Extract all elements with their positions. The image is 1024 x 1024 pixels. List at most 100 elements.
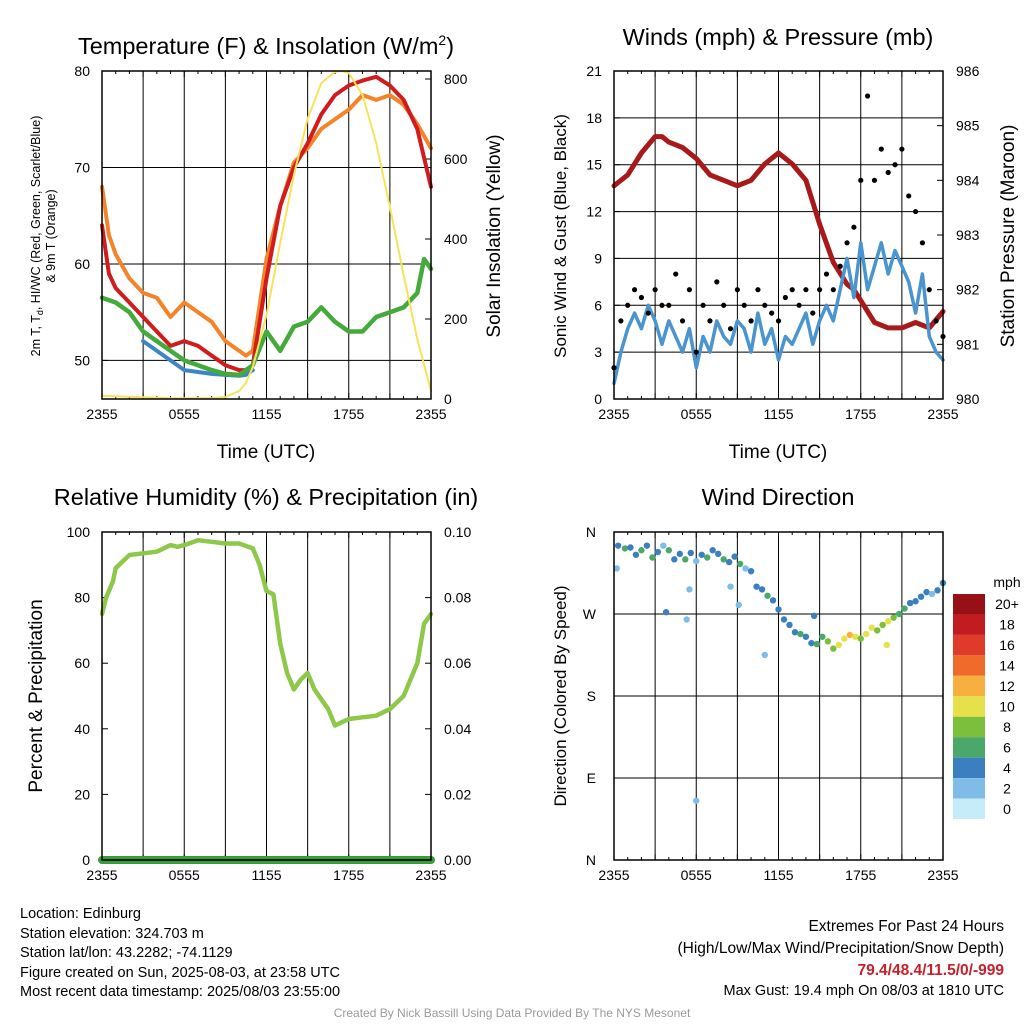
direction-point <box>704 554 711 561</box>
direction-point <box>846 631 853 639</box>
gust-point <box>899 146 905 152</box>
direction-point <box>934 587 941 594</box>
humidity-ylabel: Percent & Precipitation <box>26 599 47 792</box>
direction-point <box>747 567 755 575</box>
elevation-text: Station elevation: 324.703 m <box>20 925 204 942</box>
y2-tick-label: 983 <box>956 227 980 243</box>
humidity-panel: Relative Humidity (%) & Precipitation (i… <box>26 484 478 883</box>
direction-point <box>802 633 810 640</box>
direction-point <box>649 554 656 561</box>
x-tick-label: 2355 <box>415 406 446 422</box>
colorbar-swatch <box>953 716 985 738</box>
gust-point <box>782 294 788 301</box>
windchill-line <box>141 339 255 378</box>
direction-point <box>895 610 903 618</box>
direction-point <box>901 605 908 612</box>
colorbar-label: 18 <box>999 617 1015 633</box>
direction-point <box>643 542 651 549</box>
direction-point <box>735 601 742 609</box>
y-tick-label: 50 <box>74 352 90 368</box>
colorbar-swatch <box>953 594 985 615</box>
direction-point <box>683 616 690 623</box>
humidity-title: Relative Humidity (%) & Precipitation (i… <box>54 484 478 510</box>
plot-frame <box>101 70 432 400</box>
gust-point <box>686 287 692 293</box>
gust-point <box>734 287 740 293</box>
y2-tick-label: 981 <box>956 336 980 352</box>
gust-point <box>693 349 699 355</box>
y2-tick-label: 0.02 <box>444 786 471 802</box>
y-tick-label: 0 <box>594 391 602 407</box>
x-tick-label: 0555 <box>169 867 200 883</box>
t9m-line <box>100 93 433 358</box>
direction-point <box>621 545 629 552</box>
x-tick-label: 0555 <box>681 406 712 422</box>
y2-tick-label: 200 <box>444 311 468 327</box>
extremes-values: 79.4/48.4/11.5/0/-999 <box>857 962 1004 979</box>
gust-point <box>659 302 665 308</box>
temperature-plot-area: 2355 0555 1155 1755 235550607080020040060080… <box>74 63 467 422</box>
gust-point <box>892 162 898 168</box>
direction-point <box>665 547 673 554</box>
gust-point <box>871 177 878 183</box>
y2-tick-label: 0.04 <box>444 721 471 737</box>
y-tick-label: 100 <box>67 524 91 540</box>
direction-point <box>883 641 890 649</box>
gust-point <box>714 279 720 285</box>
x-tick-label: 1755 <box>333 406 364 422</box>
direction-point <box>835 641 843 649</box>
direction-point <box>810 612 818 620</box>
x-tick-label: 2355 <box>598 406 629 422</box>
x-tick-label: 1155 <box>763 867 793 883</box>
y-tick-label: 80 <box>74 590 90 606</box>
gust-point <box>748 318 754 324</box>
direction-point <box>852 633 859 640</box>
colorbar-swatch <box>953 798 985 819</box>
direction-point <box>687 549 694 557</box>
y-tick-label: 15 <box>586 157 602 173</box>
y-tick-label: 12 <box>586 204 602 220</box>
direction-point <box>720 556 727 563</box>
gust-point <box>769 310 775 316</box>
x-tick-label: 1755 <box>845 867 876 883</box>
direction-point <box>736 560 744 568</box>
direction-point <box>662 608 670 616</box>
direction-point <box>693 797 700 804</box>
y-tick-label: 60 <box>74 256 90 272</box>
gust-point <box>878 146 884 152</box>
gust-point <box>673 271 679 277</box>
extremes-box: Extremes For Past 24 Hours (High/Low/Max… <box>678 916 1005 1000</box>
y-tick-label: 9 <box>594 250 602 266</box>
y-tick-label: 18 <box>586 110 602 126</box>
colorbar-swatch <box>953 634 985 656</box>
colorbar-title: mph <box>993 574 1020 590</box>
colorbar-label: 8 <box>1003 719 1011 735</box>
direction-point <box>868 624 875 631</box>
y2-tick-label: 800 <box>444 71 468 87</box>
colorbar-label: 16 <box>999 637 1015 653</box>
y2-tick-label: 982 <box>956 282 980 298</box>
x-tick-label: 2355 <box>415 867 446 883</box>
pressure-line <box>611 134 946 331</box>
direction-point <box>791 629 799 636</box>
direction-point <box>874 627 881 634</box>
gust-point <box>851 224 857 230</box>
direction-point <box>841 635 848 642</box>
direction-point <box>613 565 620 572</box>
colorbar-label: 6 <box>1003 739 1011 755</box>
gust-point <box>823 271 830 277</box>
rh-line <box>99 537 434 728</box>
x-tick-label: 2355 <box>86 406 117 422</box>
direction-point <box>769 597 777 604</box>
direction-tick-label: E <box>587 770 596 786</box>
temperature-ylabel-line2: & 9m T (Orange) <box>44 189 58 282</box>
gust-point <box>625 302 631 308</box>
direction-point <box>676 550 683 558</box>
direction-point <box>830 645 837 652</box>
y2-tick-label: 0.10 <box>444 524 471 540</box>
winds-xlabel: Time (UTC) <box>729 442 828 463</box>
max-gust-text: Max Gust: 19.4 mph On 08/03 at 1810 UTC <box>723 983 1004 999</box>
extremes-heading: Extremes For Past 24 Hours <box>808 918 1004 935</box>
x-tick-label: 1155 <box>251 406 281 422</box>
gust-point <box>652 287 658 293</box>
